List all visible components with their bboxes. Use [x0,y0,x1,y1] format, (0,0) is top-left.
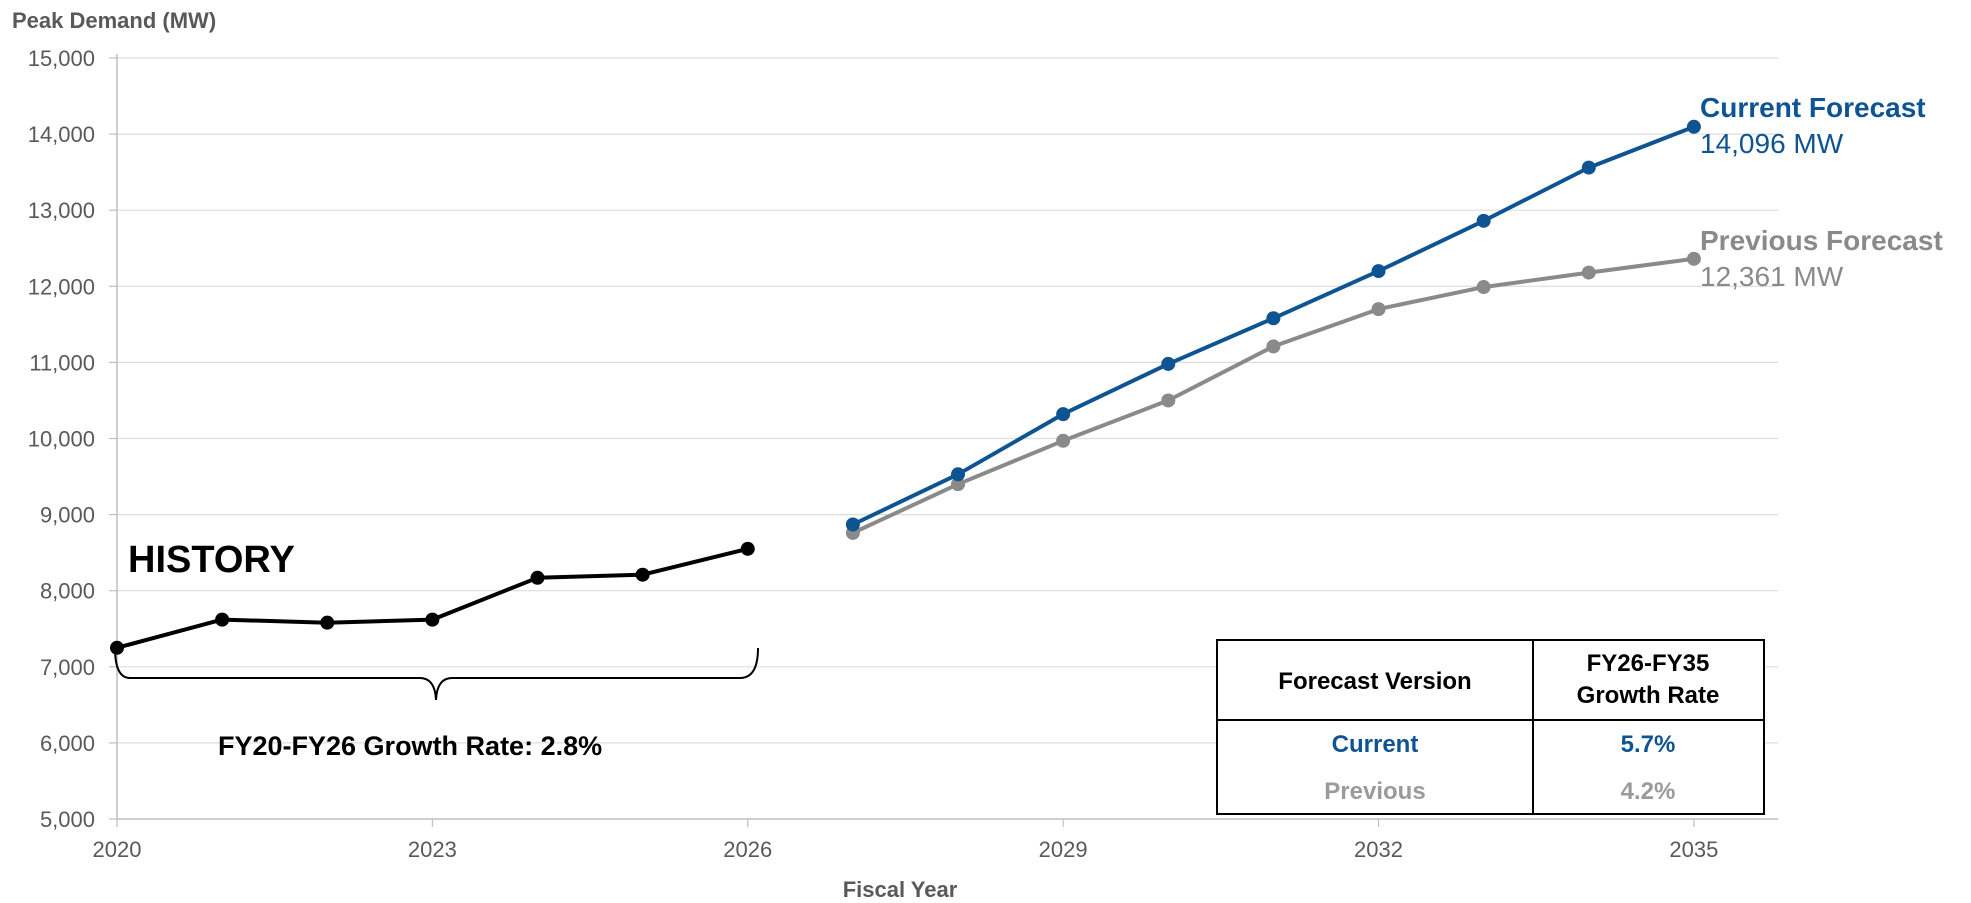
y-tick-label: 14,000 [28,122,95,147]
data-point-history [320,615,335,630]
data-point-history [635,567,650,582]
x-tick-label: 2020 [93,837,142,862]
data-point-previous [1266,339,1281,354]
series-lines [116,124,1695,650]
table-header-period: FY26-FY35 [1587,650,1710,677]
x-tick-label: 2035 [1669,837,1718,862]
table-row-previous-version: Previous [1324,778,1425,805]
current-forecast-value: 14,096 MW [1700,128,1844,159]
table-row-current-version: Current [1332,731,1419,758]
data-point-current [1476,213,1491,228]
x-tick-label: 2026 [723,837,772,862]
y-tick-label: 7,000 [40,655,95,680]
table-row-previous-rate: 4.2% [1621,778,1676,805]
gridlines [117,57,1778,744]
x-axis-title: Fiscal Year [843,877,958,902]
data-point-current [951,467,966,482]
data-point-previous [1686,251,1701,266]
data-point-current [1266,311,1281,326]
history-brace [114,647,759,701]
x-tick-label: 2032 [1354,837,1403,862]
data-point-current [1161,356,1176,371]
table-row-current-rate: 5.7% [1621,731,1676,758]
y-tick-label: 15,000 [28,46,95,71]
y-tick-label: 12,000 [28,274,95,299]
table-border [1216,639,1765,815]
data-point-history [530,570,545,585]
data-point-current [1686,119,1701,134]
data-point-history [425,612,440,627]
series-line-previous [852,256,1695,535]
data-point-current [1371,264,1386,279]
axes [109,54,1778,827]
growth-rate-table: Forecast Version FY26-FY35 Growth Rate C… [1216,639,1765,815]
data-point-history [740,541,755,556]
data-point-previous [1581,265,1596,280]
x-tick-labels: 2020 2023 2026 2029 2032 2035 [93,837,1719,862]
y-tick-label: 11,000 [29,350,95,375]
y-tick-label: 10,000 [28,427,95,452]
data-point-history [110,640,124,655]
data-point-previous [1476,280,1491,295]
y-tick-labels: 5,000 6,000 7,000 8,000 9,000 10,000 11,000 12,… [28,46,95,832]
y-tick-label: 9,000 [40,503,95,528]
data-point-previous [1161,393,1176,408]
table-header-version: Forecast Version [1278,668,1471,695]
x-tick-label: 2023 [408,837,457,862]
y-tick-label: 5,000 [40,807,95,832]
data-point-current [845,517,860,532]
current-forecast-label: Current Forecast [1700,92,1926,123]
history-growth-rate: FY20-FY26 Growth Rate: 2.8% [218,731,602,761]
table-header-growth: Growth Rate [1577,682,1720,709]
x-tick-label: 2029 [1039,837,1088,862]
data-point-previous [951,477,966,492]
previous-forecast-value: 12,361 MW [1700,261,1844,292]
data-point-current [1056,407,1071,422]
series-points [110,119,1701,655]
data-point-previous [1056,433,1071,448]
data-point-history [215,612,230,627]
history-label: HISTORY [128,539,295,581]
series-line-current [852,124,1695,527]
data-point-previous [1371,302,1386,317]
y-tick-label: 13,000 [28,198,95,223]
y-axis-title: Peak Demand (MW) [12,8,216,33]
data-point-current [1581,160,1596,175]
y-tick-label: 8,000 [40,579,95,604]
y-tick-label: 6,000 [40,731,95,756]
previous-forecast-label: Previous Forecast [1700,225,1943,256]
